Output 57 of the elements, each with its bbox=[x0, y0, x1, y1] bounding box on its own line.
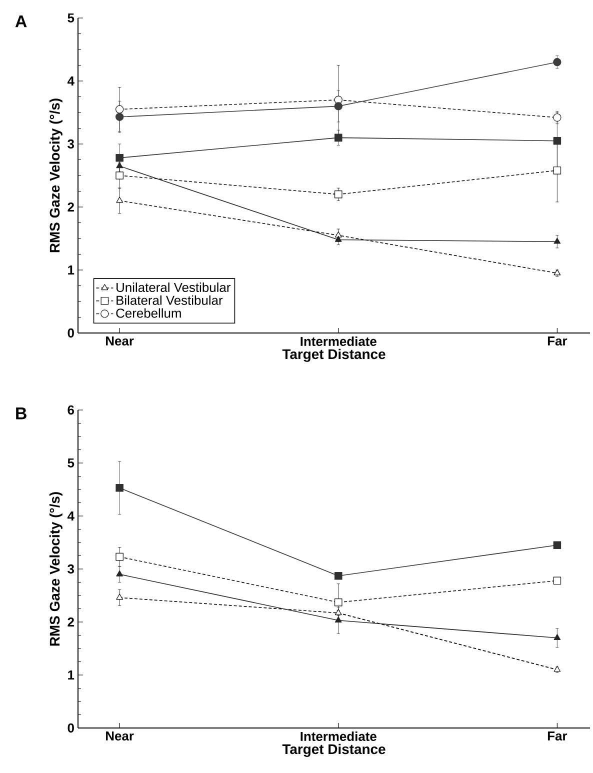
point bbox=[334, 572, 342, 580]
y-tick-label: 2 bbox=[68, 617, 74, 627]
legend-label: Unilateral Vestibular bbox=[116, 282, 230, 292]
y-tick-label: 6 bbox=[68, 405, 74, 415]
point bbox=[334, 134, 342, 142]
point bbox=[334, 609, 342, 616]
y-tick-label: 4 bbox=[67, 76, 74, 86]
x-axis-title: Target Distance bbox=[282, 348, 386, 362]
y-tick-label: 2 bbox=[68, 202, 74, 212]
point bbox=[115, 112, 124, 121]
y-tick-label: 3 bbox=[68, 139, 74, 149]
legend-label: Cerebellum bbox=[116, 308, 181, 318]
y-tick-label: 0 bbox=[68, 328, 74, 338]
point bbox=[116, 196, 123, 203]
y-tick-label: 3 bbox=[68, 564, 74, 574]
point bbox=[334, 236, 342, 242]
y-tick-label: 1 bbox=[68, 670, 74, 680]
point bbox=[553, 58, 562, 66]
point bbox=[334, 102, 342, 110]
point bbox=[554, 238, 561, 244]
point bbox=[116, 552, 124, 561]
x-tick-label: Far bbox=[548, 336, 568, 346]
legend-label: Bilateral Vestibular bbox=[116, 295, 223, 305]
y-tick-label: 1 bbox=[68, 266, 74, 274]
y-tick-label: 5 bbox=[68, 458, 74, 468]
point bbox=[116, 484, 124, 492]
y-axis-title: RMS Gaze Velocity (°/s) bbox=[49, 98, 62, 252]
chart-title: A bbox=[15, 16, 27, 28]
x-tick-label: Near bbox=[106, 336, 134, 346]
x-tick-label: Near bbox=[106, 732, 134, 741]
point bbox=[116, 162, 123, 168]
point bbox=[116, 570, 123, 576]
point bbox=[554, 666, 561, 672]
point bbox=[553, 136, 562, 145]
point bbox=[553, 576, 562, 585]
point bbox=[334, 598, 342, 606]
point bbox=[553, 113, 562, 122]
point bbox=[116, 172, 124, 180]
y-axis-title: RMS Gaze Velocity (°/s) bbox=[49, 492, 62, 646]
point bbox=[554, 269, 561, 276]
point bbox=[115, 105, 124, 114]
y-tick-label: 5 bbox=[68, 13, 74, 23]
x-tick-label: Intermediate bbox=[300, 336, 376, 346]
x-tick-label: Far bbox=[548, 732, 568, 741]
point bbox=[553, 541, 562, 550]
point bbox=[116, 594, 123, 600]
x-tick-label: Intermediate bbox=[300, 732, 376, 742]
y-tick-label: 4 bbox=[67, 512, 74, 520]
point bbox=[334, 616, 342, 622]
point bbox=[334, 190, 342, 198]
y-tick-label: 0 bbox=[68, 723, 74, 733]
chart-title: B bbox=[16, 408, 26, 420]
point bbox=[553, 166, 562, 174]
x-axis-title: Target Distance bbox=[282, 744, 386, 757]
point bbox=[334, 231, 342, 238]
point bbox=[116, 154, 124, 162]
point bbox=[554, 634, 561, 640]
